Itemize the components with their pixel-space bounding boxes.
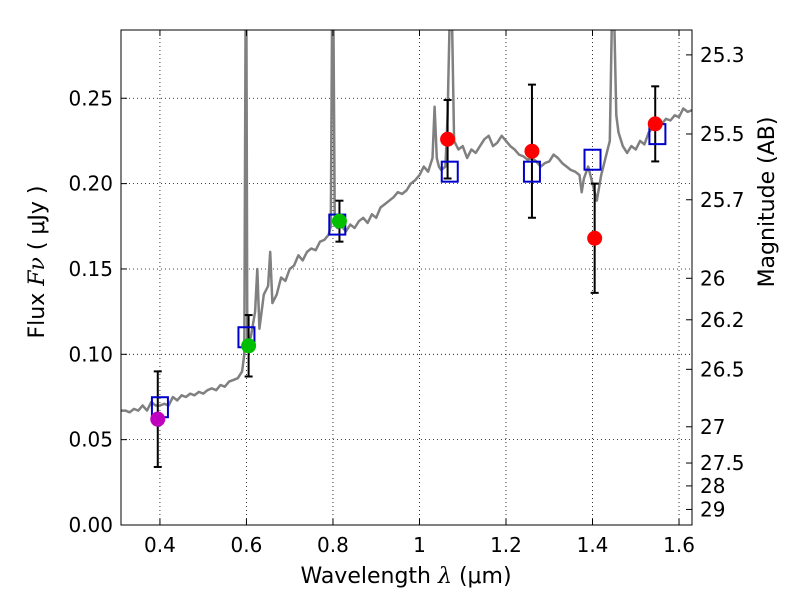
observed-point xyxy=(241,338,257,354)
observed-point xyxy=(150,411,166,427)
model-square xyxy=(583,148,602,171)
observed-point xyxy=(524,143,540,159)
y2-tick-label: 25.5 xyxy=(700,122,745,146)
x-tick-label: 0.4 xyxy=(144,533,176,557)
axes-frame xyxy=(120,29,693,526)
grid-lines xyxy=(121,30,692,525)
y-tick-label: 0.10 xyxy=(68,342,113,366)
x-tick-label: 0.8 xyxy=(317,533,349,557)
y2-tick-label: 26.2 xyxy=(700,308,745,332)
observed-point xyxy=(331,213,347,229)
y2-tick-label: 27.5 xyxy=(700,451,745,475)
y-tick-label: 0.25 xyxy=(68,86,113,110)
y2-tick-label: 26.5 xyxy=(700,357,745,381)
x-tick-label: 1.4 xyxy=(577,533,609,557)
x-tick-label: 1 xyxy=(413,533,426,557)
y2-tick-label: 28 xyxy=(700,474,725,498)
spectrum-line xyxy=(121,30,692,414)
axis-ticks: 0.4 0.6 0.8 1 1.2 1.4 1.6 0.00 0.05 0.10 0.15 0.20 0… xyxy=(68,30,745,557)
y-axis-label: Flux Fν ( μJy ) xyxy=(25,185,50,338)
x-tick-label: 1.2 xyxy=(490,533,522,557)
observed-point xyxy=(647,116,663,132)
model-square xyxy=(440,160,459,183)
model-square xyxy=(522,160,541,183)
x-axis-label: Wavelength λ (μm) xyxy=(300,564,511,589)
y-tick-label: 0.20 xyxy=(68,172,113,196)
y2-tick-label: 25.3 xyxy=(700,43,745,67)
observed-point xyxy=(587,230,603,246)
y2-tick-label: 27 xyxy=(700,415,725,439)
y2-tick-label: 25.7 xyxy=(700,188,745,212)
y2-axis-label: Magnitude (AB) xyxy=(755,117,780,288)
y-tick-label: 0.15 xyxy=(68,257,113,281)
y-tick-label: 0.05 xyxy=(68,428,113,452)
plot-area xyxy=(121,30,692,468)
y2-tick-label: 26 xyxy=(700,266,725,290)
observed-point xyxy=(440,131,456,147)
x-tick-label: 1.6 xyxy=(663,533,695,557)
y-tick-label: 0.00 xyxy=(68,513,113,537)
y2-tick-label: 29 xyxy=(700,497,725,521)
x-tick-label: 0.6 xyxy=(231,533,263,557)
